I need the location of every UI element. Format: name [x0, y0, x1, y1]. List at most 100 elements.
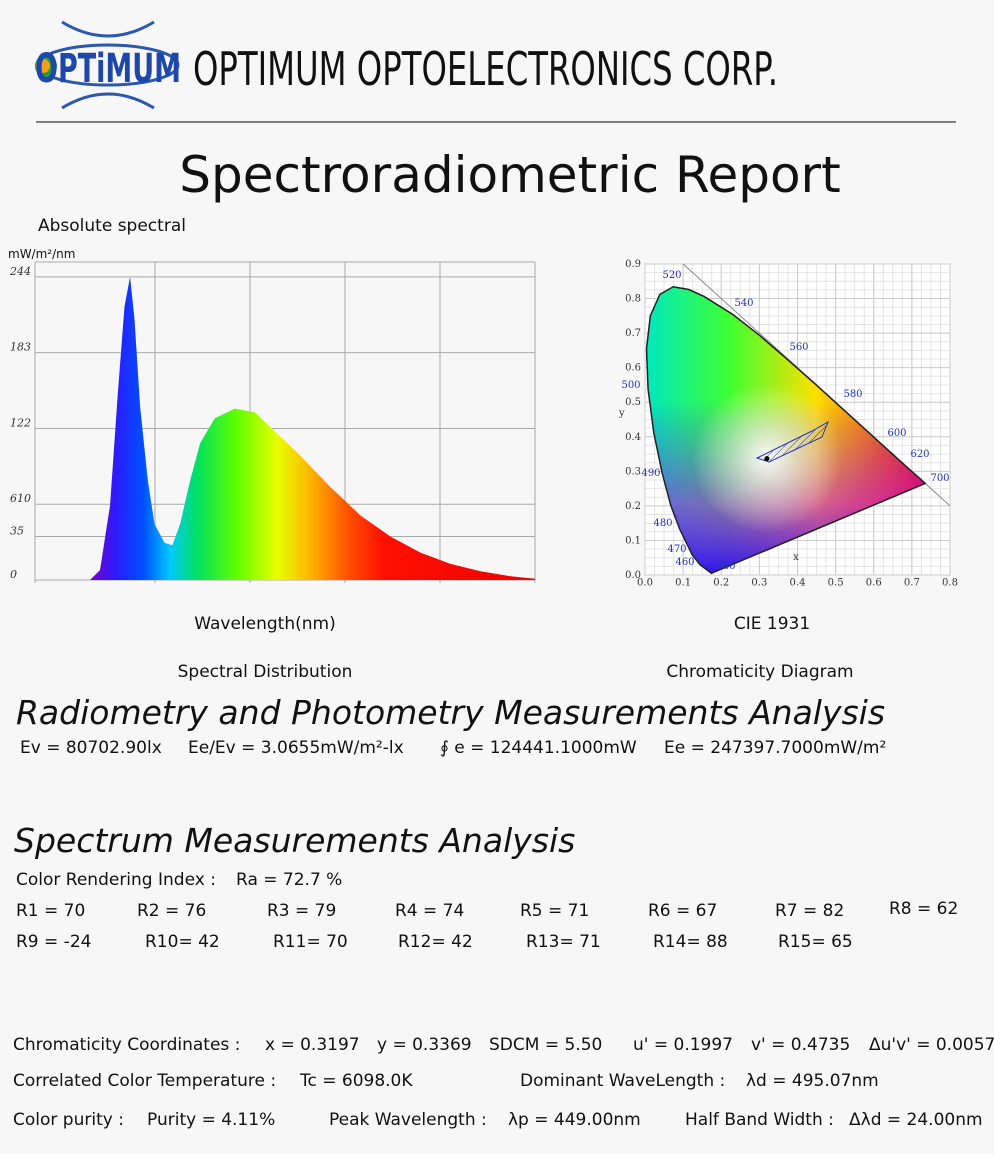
- dominant-value: λd = 495.07nm: [746, 1071, 879, 1091]
- chromaticity-value: u' = 0.1997: [633, 1035, 733, 1055]
- x-tick-label: 0.8: [942, 577, 958, 588]
- x-tick-label: 0.0: [637, 577, 653, 588]
- measurement: Ee = 247397.7000mW/m²: [664, 738, 886, 758]
- y-tick-label: 183: [10, 341, 31, 354]
- cct-value: Tc = 6098.0K: [299, 1071, 413, 1091]
- measurement: Ev = 80702.90lx: [20, 738, 162, 758]
- wavelength-label: 620: [910, 449, 929, 460]
- y-axis-label: y: [618, 408, 625, 419]
- wavelength-label: 460: [675, 557, 694, 568]
- r-value: R6 = 67: [648, 901, 717, 921]
- r-value: R8 = 62: [889, 899, 958, 919]
- dominant-label: Dominant WaveLength :: [520, 1071, 725, 1091]
- logo-text: OPTiMUM: [35, 46, 181, 92]
- chromaticity-value: SDCM = 5.50: [489, 1035, 602, 1055]
- r-value: R7 = 82: [775, 901, 844, 921]
- chromaticity: Chromaticity Coordinates : x = 0.3197 y = …: [13, 1035, 994, 1055]
- cie-caption: Chromaticity Diagram: [666, 662, 853, 682]
- x-axis-label: x: [793, 552, 799, 563]
- chromaticity-value: v' = 0.4735: [751, 1035, 850, 1055]
- purity-label: Color purity :: [13, 1110, 124, 1130]
- y-tick-label: 0: [10, 568, 17, 581]
- wavelength-label: 490: [641, 468, 660, 479]
- y-tick-label: 0.2: [625, 501, 641, 512]
- r-value: R15= 65: [778, 932, 853, 952]
- chromaticity-value: Δu'v' = 0.0057: [869, 1035, 994, 1055]
- measurement: Ee/Ev = 3.0655mW/m²-lx: [188, 738, 404, 758]
- chromaticity-label: Chromaticity Coordinates :: [13, 1035, 240, 1055]
- wavelength-label: 500: [621, 380, 640, 391]
- chromaticity-value: x = 0.3197: [265, 1035, 360, 1055]
- cct-label: Correlated Color Temperature :: [13, 1071, 276, 1091]
- logo: OPTiMUM: [35, 20, 181, 110]
- y-tick-label: 0.5: [625, 397, 641, 408]
- y-tick-label: 244: [9, 265, 31, 278]
- r-value: R5 = 71: [520, 901, 589, 921]
- purity-value: Purity = 4.11%: [147, 1110, 275, 1130]
- y-tick-label: 0.7: [625, 328, 641, 339]
- r-value: R12= 42: [398, 932, 473, 952]
- cie-title: CIE 1931: [734, 614, 810, 634]
- r-value: R3 = 79: [267, 901, 336, 921]
- hbw-label: Half Band Width :: [685, 1110, 834, 1130]
- y-tick-label: 122: [10, 416, 31, 429]
- wavelength-label: 470: [667, 544, 686, 555]
- wavelength-label: 380: [716, 561, 735, 572]
- wavelength-label: 600: [887, 428, 906, 439]
- x-tick-label: 0.5: [828, 577, 844, 588]
- r-value: R13= 71: [526, 932, 601, 952]
- planckian-region: [755, 420, 829, 463]
- x-tick-label: 0.1: [675, 577, 691, 588]
- r-values: R1 = 70 R2 = 76 R3 = 79 R4 = 74 R5 = 71 R6 = …: [16, 899, 958, 952]
- y-tick-label: 0.0: [625, 570, 641, 581]
- y-tick-label: 0.8: [625, 294, 641, 305]
- spectrum-plot: 244 183 122 610 35 0: [9, 261, 536, 583]
- y-tick-label: 0.3: [625, 466, 641, 477]
- measurement: ∮ e = 124441.1000mW: [440, 738, 637, 758]
- spectrum-caption: Spectral Distribution: [178, 662, 353, 682]
- cie-plot: 0.0 0.1 0.2 0.3 0.4 0.5 0.6 0.7 0.8 0.0 0.1 0.2 0.3 0…: [618, 259, 958, 588]
- r-value: R4 = 74: [395, 901, 464, 921]
- y-tick-label: 35: [10, 525, 24, 538]
- x-tick-label: 0.7: [904, 577, 920, 588]
- y-tick-label: 0.1: [625, 535, 641, 546]
- peak-label: Peak Wavelength :: [329, 1110, 487, 1130]
- x-tick-label: 0.4: [790, 577, 806, 588]
- wavelength-label: 700: [930, 473, 949, 484]
- wavelength-label: 520: [662, 270, 681, 281]
- chromaticity-value: y = 0.3369: [377, 1035, 472, 1055]
- section-heading: Radiometry and Photometry Measurements A…: [16, 693, 885, 732]
- r-value: R14= 88: [653, 932, 728, 952]
- radiometry-values: Ev = 80702.90lx Ee/Ev = 3.0655mW/m²-lx ∮ e…: [20, 738, 886, 758]
- r-value: R1 = 70: [16, 901, 85, 921]
- section-heading: Spectrum Measurements Analysis: [14, 821, 575, 860]
- y-tick-label: 0.6: [625, 363, 641, 374]
- wavelength-label: 480: [653, 518, 672, 529]
- chromaticity-point: [764, 456, 770, 462]
- r-value: R9 = -24: [16, 932, 91, 952]
- ra-value: Ra = 72.7 %: [236, 870, 342, 890]
- r-value: R10= 42: [145, 932, 220, 952]
- r-value: R11= 70: [273, 932, 348, 952]
- y-tick-label: 0.4: [625, 432, 641, 443]
- spectrum-title: Absolute spectral: [38, 216, 186, 236]
- wavelength-label: 540: [734, 298, 753, 309]
- x-tick-label: 0.2: [713, 577, 729, 588]
- hbw-value: Δλd = 24.00nm: [849, 1110, 983, 1130]
- wavelength-label: 580: [843, 389, 862, 400]
- x-axis-label: Wavelength(nm): [194, 614, 335, 634]
- r-value: R2 = 76: [137, 901, 206, 921]
- y-tick-label: 0.9: [625, 259, 641, 270]
- gamut-white: [645, 285, 927, 575]
- y-axis-label: mW/m²/nm: [8, 247, 75, 261]
- peak-value: λp = 449.00nm: [508, 1110, 641, 1130]
- wavelength-label: 560: [789, 342, 808, 353]
- cri-label: Color Rendering Index :: [16, 870, 216, 890]
- spectrum-area: [90, 276, 535, 580]
- y-tick-label: 610: [10, 492, 31, 505]
- x-tick-label: 0.6: [866, 577, 882, 588]
- report-title: Spectroradiometric Report: [179, 146, 840, 204]
- x-tick-label: 0.3: [751, 577, 767, 588]
- company-name: OPTIMUM OPTOELECTRONICS CORP.: [193, 42, 778, 96]
